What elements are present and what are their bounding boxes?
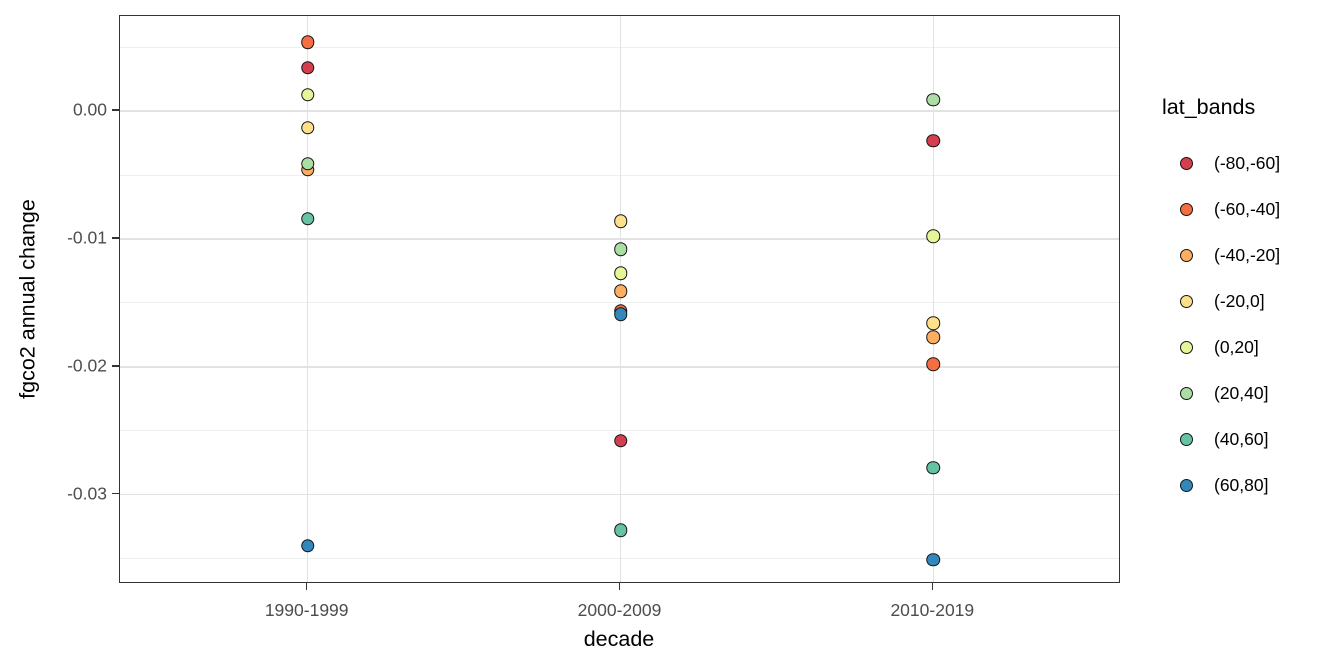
data-point: [613, 266, 628, 281]
data-point: [300, 61, 315, 75]
data-point: [613, 523, 628, 538]
gridline-vertical: [619, 16, 622, 582]
legend-swatch-icon: [1180, 386, 1193, 400]
data-point: [926, 92, 941, 107]
data-point: [613, 307, 628, 322]
y-tick-label: -0.01: [67, 227, 107, 248]
data-point: [613, 214, 628, 228]
data-point: [300, 156, 315, 171]
legend-item: (20,40]: [1162, 370, 1280, 416]
data-point: [926, 133, 941, 148]
legend-items: (-80,-60] (-60,-40] (-40,-20] (-20,0] (0,20]…: [1162, 140, 1280, 508]
legend-item: (-40,-20]: [1162, 232, 1280, 278]
data-point: [926, 460, 941, 475]
legend-item-label: (60,80]: [1214, 474, 1269, 495]
gridline-vertical: [306, 16, 309, 582]
legend-swatch-icon: [1180, 202, 1193, 216]
y-axis-title: fgco2 annual change: [15, 199, 40, 399]
gridline-minor: [120, 302, 1119, 304]
data-point: [300, 87, 315, 102]
x-tick-label: 1990-1999: [264, 600, 349, 620]
data-point: [926, 552, 941, 567]
legend-swatch-icon: [1180, 248, 1193, 262]
legend-item: (-20,0]: [1162, 278, 1280, 324]
x-tick-mark: [931, 583, 934, 590]
legend-title: lat_bands: [1162, 95, 1256, 119]
legend-item-label: (-20,0]: [1214, 290, 1265, 311]
legend: lat_bands (-80,-60] (-60,-40] (-40,-20] (-2…: [1162, 95, 1280, 508]
data-point: [300, 211, 315, 226]
gridline-major: [120, 238, 1119, 240]
gridline-major: [120, 493, 1119, 496]
y-tick-label: 0.00: [72, 99, 107, 120]
gridline-major: [120, 110, 1119, 112]
y-tick-label: -0.02: [67, 355, 107, 376]
x-tick-label: 2010-2019: [890, 600, 975, 620]
data-point: [300, 538, 315, 553]
legend-item-label: (-80,-60]: [1214, 152, 1281, 173]
legend-swatch-icon: [1180, 478, 1193, 492]
legend-swatch-icon: [1180, 294, 1193, 308]
legend-item-label: (0,20]: [1214, 336, 1259, 357]
legend-item-label: (-40,-20]: [1214, 244, 1281, 265]
x-tick-mark: [305, 583, 308, 590]
y-tick-mark: [112, 364, 119, 367]
legend-item-label: (-60,-40]: [1214, 198, 1281, 219]
gridline-minor: [120, 430, 1119, 432]
data-point: [926, 229, 941, 244]
x-axis-title: decade: [583, 627, 655, 651]
x-tick-label: 2000-2009: [577, 600, 662, 620]
data-point: [926, 357, 941, 371]
gridline-minor: [120, 557, 1119, 559]
legend-item: (60,80]: [1162, 462, 1280, 508]
gridline-vertical: [932, 16, 935, 582]
data-point: [613, 242, 628, 256]
data-point: [926, 330, 941, 345]
data-point: [300, 35, 315, 49]
data-point: [613, 284, 628, 299]
legend-item: (-80,-60]: [1162, 140, 1280, 186]
plot-panel: [119, 15, 1120, 583]
gridline-major: [120, 366, 1119, 368]
legend-swatch-icon: [1180, 340, 1193, 354]
data-point: [926, 316, 941, 331]
y-tick-mark: [112, 492, 119, 495]
y-tick-mark: [112, 237, 119, 239]
gridline-minor: [120, 46, 1119, 48]
gridline-minor: [120, 174, 1119, 176]
y-tick-mark: [112, 109, 119, 111]
legend-item-label: (20,40]: [1214, 382, 1269, 403]
data-point: [613, 434, 628, 448]
legend-swatch-icon: [1180, 156, 1193, 170]
x-tick-mark: [618, 583, 621, 590]
legend-swatch-icon: [1180, 432, 1193, 446]
data-point: [300, 121, 315, 135]
legend-item-label: (40,60]: [1214, 428, 1269, 449]
legend-item: (0,20]: [1162, 324, 1280, 370]
y-tick-label: -0.03: [67, 483, 107, 504]
legend-item: (40,60]: [1162, 416, 1280, 462]
legend-item: (-60,-40]: [1162, 186, 1280, 232]
